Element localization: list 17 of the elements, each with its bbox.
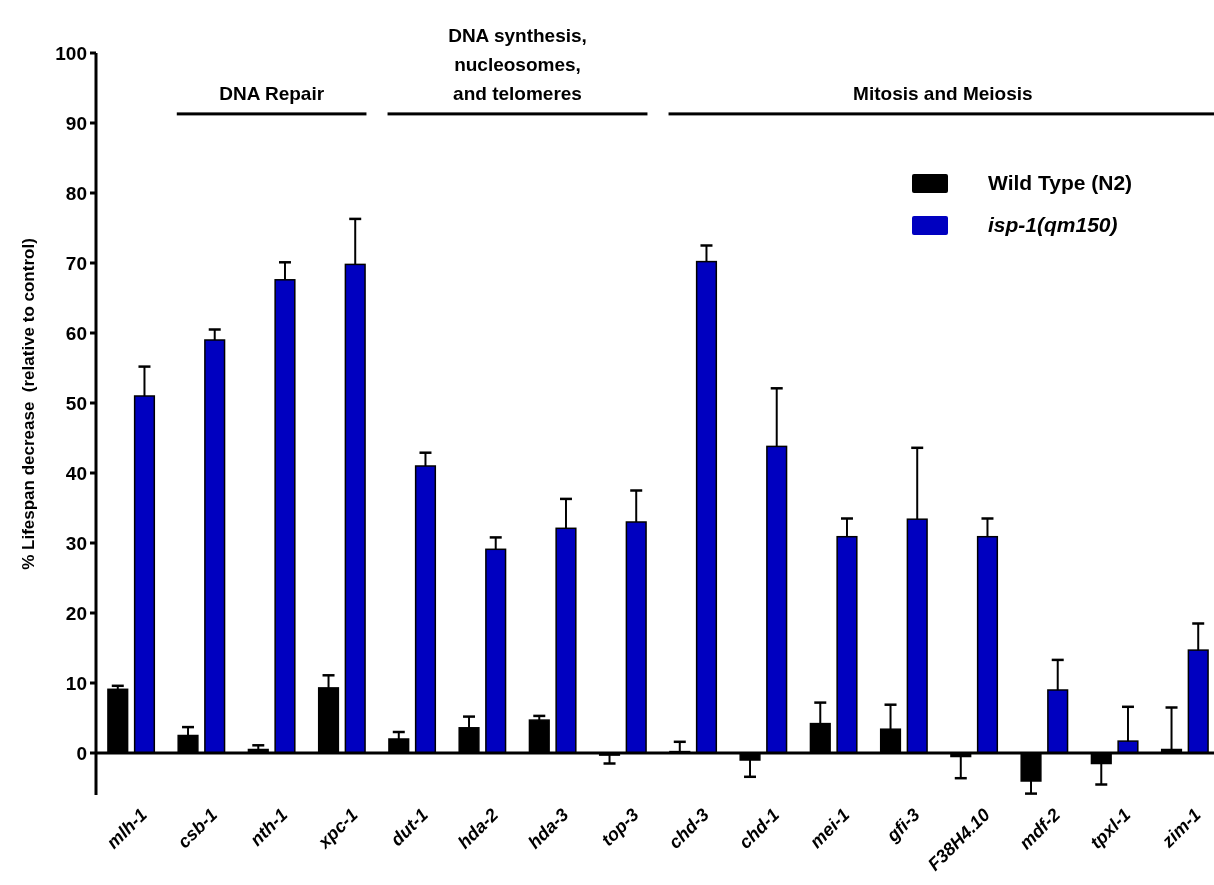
annotation: DNA synthesis, nucleosomes, and telomeres xyxy=(448,24,587,104)
y-tick-label: 60 xyxy=(65,322,87,344)
y-tick-label: 70 xyxy=(65,252,87,274)
legend-label: isp-1(qm150) xyxy=(988,213,1118,237)
y-tick-label: 90 xyxy=(65,112,87,134)
y-tick-label: 0 xyxy=(76,742,87,764)
y-tick-label: 20 xyxy=(65,602,87,624)
y-tick-label: 80 xyxy=(65,182,87,204)
annotation: Mitosis and Meiosis xyxy=(853,82,1033,104)
y-tick-label: 10 xyxy=(65,672,87,694)
annotation: DNA Repair xyxy=(219,82,325,104)
legend-label: Wild Type (N2) xyxy=(988,171,1133,195)
y-tick-label: 50 xyxy=(65,392,87,414)
y-tick-label: 30 xyxy=(65,532,87,554)
y-tick-label: 100 xyxy=(55,42,87,64)
y-tick-label: 40 xyxy=(65,462,87,484)
y-axis-title: % Lifespan decrease (relative to control) xyxy=(19,238,38,570)
